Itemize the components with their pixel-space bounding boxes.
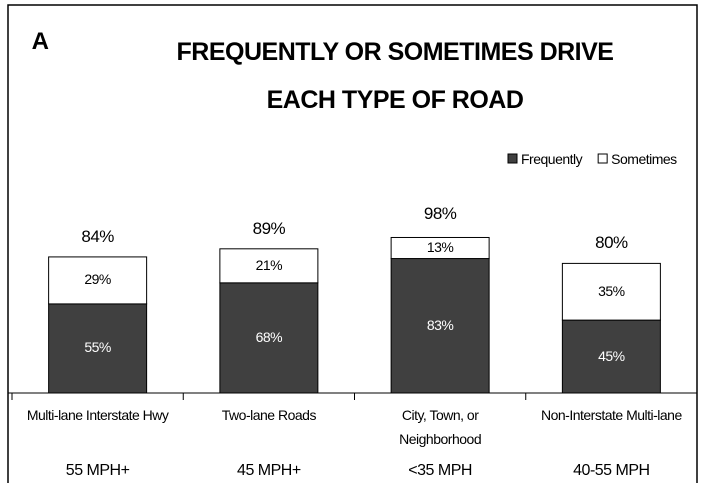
bar-segment <box>219 248 319 284</box>
value-label: 13% <box>426 239 454 255</box>
x-sub-label: 40-55 MPH <box>573 462 650 479</box>
x-tick-label: Two-lane Roads <box>221 407 317 423</box>
x-tick-label: Non-Interstate Multi-lane <box>540 407 682 423</box>
value-label: 83% <box>426 316 454 333</box>
total-label: 84% <box>81 226 114 246</box>
bar-segment <box>390 258 490 394</box>
chart-title: FREQUENTLY OR SOMETIMES DRIVE EACH TYPE … <box>176 38 614 114</box>
value-label: 45% <box>598 347 625 364</box>
x-sub-label: 55 MPH+ <box>65 462 130 479</box>
frame <box>7 4 698 483</box>
x-tick-label: Multi-lane Interstate Hwy <box>26 407 169 423</box>
legend-swatch <box>597 153 608 164</box>
x-tick-label: City, Town, or Neighborhood <box>399 407 482 447</box>
total-label: 98% <box>423 204 457 224</box>
value-label: 21% <box>255 256 283 273</box>
x-sub-label: <35 MPH <box>408 462 472 479</box>
x-sub-label: 45 MPH+ <box>237 462 301 479</box>
total-label: 89% <box>252 218 286 238</box>
value-label: 55% <box>84 339 111 356</box>
panel-label: A <box>31 28 49 55</box>
legend-swatch <box>507 153 518 164</box>
value-label: 68% <box>255 328 283 345</box>
bar-segment <box>561 262 661 321</box>
legend-label: Sometimes <box>611 151 677 167</box>
total-label: 80% <box>595 233 628 253</box>
bar-segment <box>390 236 490 260</box>
value-label: 29% <box>84 271 111 288</box>
value-label: 35% <box>598 282 625 299</box>
bar-segment <box>48 256 148 305</box>
bar-segment <box>561 319 661 394</box>
legend-label: Frequently <box>521 151 583 167</box>
